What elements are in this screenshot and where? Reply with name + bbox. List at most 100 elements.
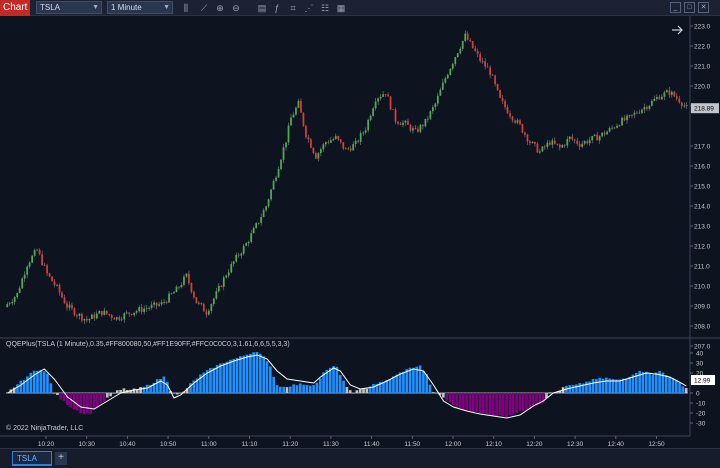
candle	[504, 99, 506, 110]
data-box-icon[interactable]: ▤	[257, 3, 267, 13]
histogram-bar	[521, 393, 525, 411]
candle	[8, 301, 11, 306]
histogram-bar	[172, 393, 176, 394]
zoom-out-icon[interactable]: ⊖	[232, 3, 240, 13]
candle	[217, 282, 220, 293]
histogram-bar	[495, 393, 498, 417]
histogram-bar	[478, 393, 482, 414]
chart-toolbar: Chart TSLA ▼ 1 Minute ▼ ⫼ ⟋ ⊕ ⊖ ▤ ƒ ⌗ ⋰ …	[0, 0, 720, 16]
candle	[86, 315, 88, 323]
arrow-right-icon[interactable]	[672, 25, 683, 35]
candle	[277, 166, 280, 178]
price-tick-label: 216.0	[694, 164, 711, 171]
candle	[100, 310, 103, 317]
histogram-bar	[415, 366, 419, 393]
candle	[6, 302, 9, 308]
histogram-bar	[222, 363, 226, 393]
histogram-bar	[451, 393, 455, 405]
histogram-bar	[541, 393, 545, 403]
histogram-bar	[252, 352, 256, 393]
candle	[618, 124, 621, 127]
histogram-bar	[106, 393, 109, 398]
instrument-selector[interactable]: TSLA ▼	[36, 1, 102, 14]
histogram-bar	[282, 386, 285, 393]
candle	[43, 263, 46, 267]
histogram-bar	[318, 378, 322, 393]
histogram-bar	[684, 388, 688, 393]
chart-area[interactable]: 223.0222.0221.0220.0219.0217.0216.0215.0…	[0, 16, 720, 448]
chart-svg[interactable]: 223.0222.0221.0220.0219.0217.0216.0215.0…	[0, 16, 720, 448]
time-tick-label: 10:30	[79, 441, 96, 446]
candle	[63, 294, 66, 304]
templates-icon[interactable]: ⌗	[290, 3, 296, 13]
indicator-tick-label: 40	[696, 351, 704, 358]
histogram-bar	[651, 374, 655, 393]
candle	[427, 115, 429, 123]
candle	[660, 94, 663, 100]
bars-icon[interactable]: ⫼	[183, 3, 189, 13]
candle	[195, 297, 198, 304]
histogram-bar	[654, 372, 658, 393]
candle	[260, 213, 262, 226]
histogram-bar	[372, 383, 375, 393]
histogram-bar	[585, 381, 588, 393]
histogram-bar	[235, 357, 239, 393]
histogram-bar	[36, 370, 39, 393]
time-tick-label: 10:50	[160, 441, 177, 446]
histogram-bar	[678, 382, 681, 393]
histogram-bar	[338, 375, 342, 393]
candle	[38, 248, 41, 256]
indicators-icon[interactable]: ƒ	[274, 3, 280, 13]
candle	[588, 136, 591, 146]
maximize-button[interactable]: □	[684, 2, 695, 13]
draw-line-icon[interactable]: ⟋	[200, 3, 208, 13]
candle	[626, 113, 628, 124]
price-tick-label: 212.0	[694, 244, 711, 251]
candle	[576, 137, 579, 146]
candle	[643, 103, 646, 114]
candle	[621, 116, 623, 126]
properties-icon[interactable]: ☷	[320, 3, 330, 13]
candle	[551, 138, 554, 149]
tab-tsla[interactable]: TSLA	[12, 451, 52, 466]
candle	[511, 115, 514, 123]
interval-selector[interactable]: 1 Minute ▼	[107, 1, 173, 14]
candle	[449, 68, 452, 76]
candle	[247, 240, 250, 247]
price-tick-label: 208.0	[694, 324, 711, 331]
candle	[362, 131, 365, 137]
price-series	[6, 30, 688, 325]
histogram-bar	[135, 389, 139, 393]
candle	[556, 143, 559, 146]
zoom-in-icon[interactable]: ⊕	[216, 3, 224, 13]
candle	[28, 261, 31, 269]
candle	[215, 287, 218, 300]
candle	[653, 95, 656, 102]
interval-value: 1 Minute	[111, 3, 142, 12]
candle	[183, 274, 185, 287]
calendar-icon[interactable]: ▦	[336, 3, 346, 13]
candle	[125, 310, 128, 315]
candle	[484, 58, 487, 70]
histogram-bar	[515, 393, 518, 413]
candle	[456, 53, 459, 58]
add-tab-button[interactable]: +	[55, 452, 67, 465]
close-button[interactable]: ✕	[698, 2, 709, 13]
strategies-icon[interactable]: ⋰	[304, 3, 314, 13]
histogram-bar	[239, 356, 242, 393]
histogram-bar	[624, 378, 628, 393]
histogram-bar	[375, 383, 379, 393]
indicator-tick-label: 20	[696, 371, 704, 378]
candle	[290, 114, 292, 126]
tab-bar: TSLA +	[0, 448, 720, 468]
candle	[583, 140, 586, 146]
candle	[329, 137, 332, 144]
time-tick-label: 11:30	[323, 441, 339, 446]
candle	[342, 142, 345, 151]
candle	[130, 313, 133, 316]
candle	[73, 307, 76, 317]
candle	[230, 261, 233, 274]
candle	[33, 248, 36, 257]
histogram-bar	[288, 386, 292, 393]
minimize-button[interactable]: _	[670, 2, 681, 13]
